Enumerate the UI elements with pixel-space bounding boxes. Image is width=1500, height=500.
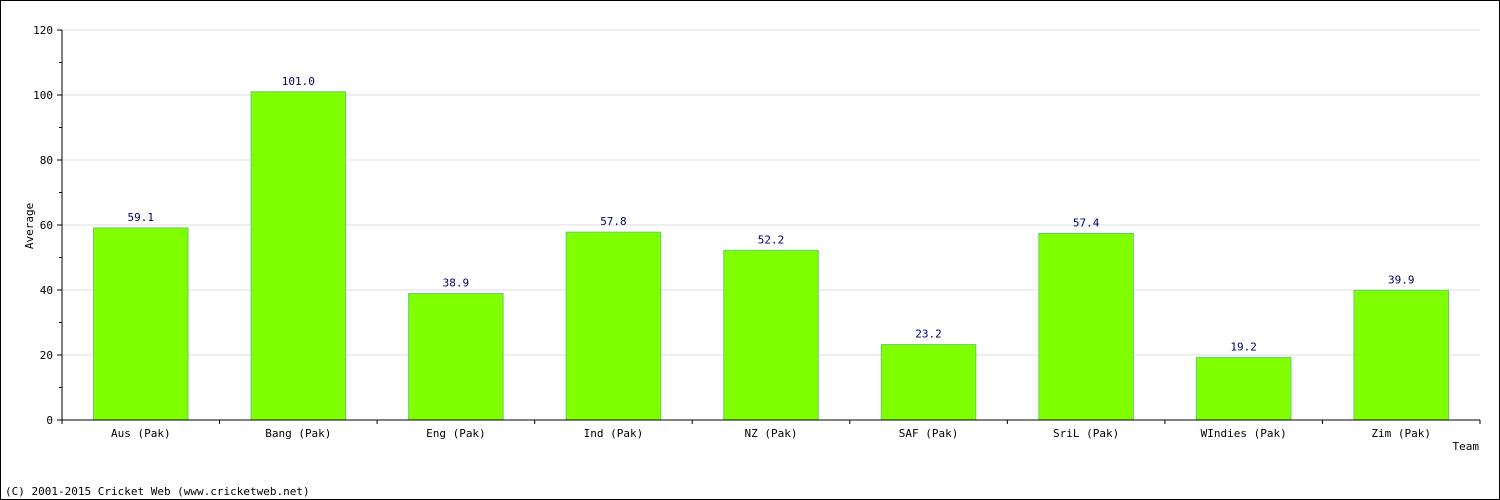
bars [93, 91, 1449, 421]
x-axis-label: Team [1453, 440, 1480, 453]
y-tick-labels: 0 20 40 60 80 100 120 [33, 24, 53, 427]
category-label: SAF (Pak) [899, 427, 959, 440]
copyright-footer: (C) 2001-2015 Cricket Web (www.cricketwe… [5, 485, 310, 498]
bar [880, 344, 977, 421]
value-label: 57.8 [600, 215, 627, 228]
bar [723, 249, 819, 421]
category-label: Bang (Pak) [265, 427, 331, 440]
y-tick-label: 60 [40, 219, 53, 232]
value-label: 19.2 [1230, 341, 1257, 354]
y-axis-label: Average [23, 203, 36, 249]
bar [1353, 289, 1449, 421]
y-tick-label: 40 [40, 284, 53, 297]
category-label: Ind (Pak) [584, 427, 644, 440]
y-tick-label: 120 [33, 24, 53, 37]
value-label: 52.2 [758, 233, 785, 246]
y-tick-label: 80 [40, 154, 53, 167]
value-label: 59.1 [128, 211, 155, 224]
value-label: 57.4 [1073, 216, 1100, 229]
category-label: Eng (Pak) [426, 427, 486, 440]
x-tick-labels: Aus (Pak) Bang (Pak) Eng (Pak) Ind (Pak) NZ … [111, 427, 1431, 440]
bar [408, 293, 504, 421]
value-label: 101.0 [282, 75, 315, 88]
y-tick-label: 100 [33, 89, 53, 102]
bar [565, 231, 662, 421]
bar [1195, 357, 1292, 421]
category-label: WIndies (Pak) [1201, 427, 1287, 440]
axes [57, 29, 1481, 424]
bar [1038, 232, 1134, 421]
category-label: NZ (Pak) [745, 427, 798, 440]
value-label: 39.9 [1388, 273, 1415, 286]
y-tick-label: 20 [40, 349, 53, 362]
value-label: 23.2 [915, 328, 942, 341]
category-label: Zim (Pak) [1371, 427, 1431, 440]
bar [93, 227, 189, 421]
category-label: SriL (Pak) [1053, 427, 1119, 440]
category-label: Aus (Pak) [111, 427, 171, 440]
value-label: 38.9 [443, 277, 470, 290]
y-tick-label: 0 [46, 414, 53, 427]
value-labels: 59.1 101.0 38.9 57.8 52.2 23.2 57.4 19.2 39.9 [128, 75, 1415, 354]
bar [250, 91, 347, 421]
